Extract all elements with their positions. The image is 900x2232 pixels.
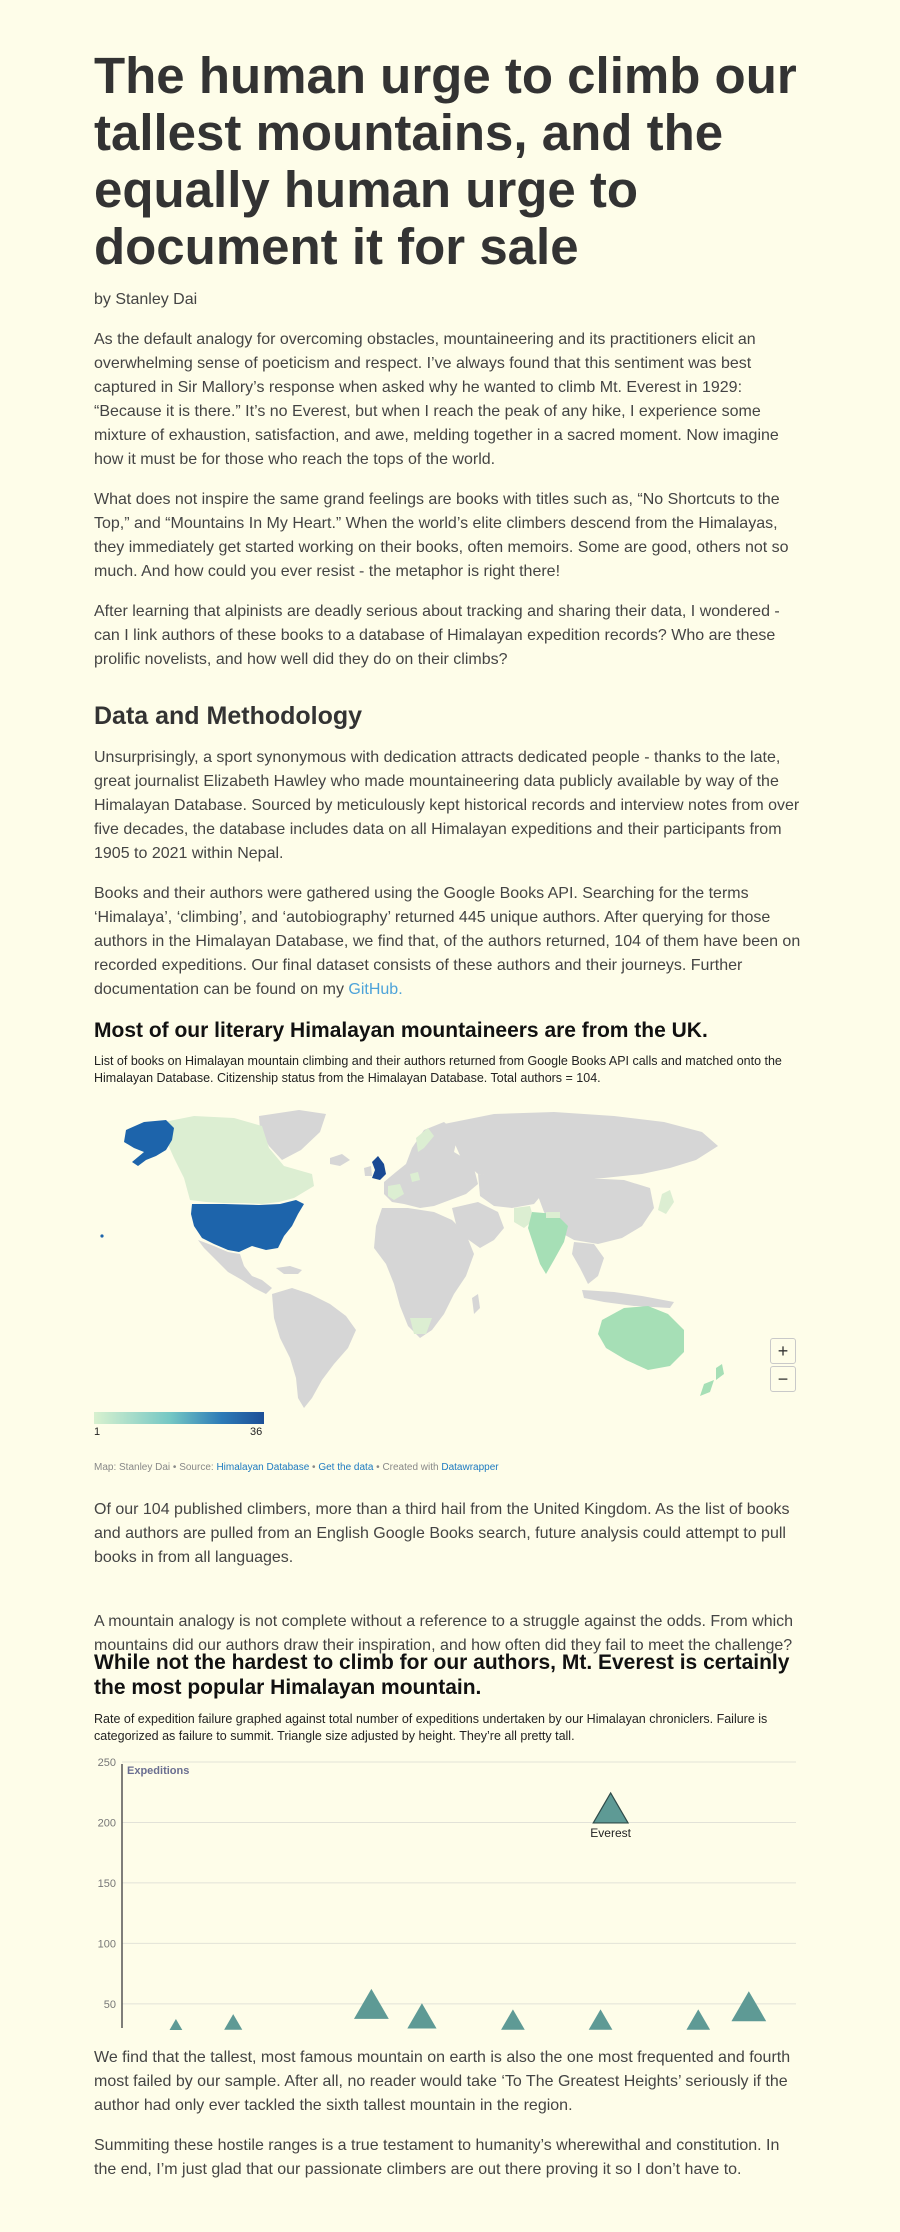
- region-central-asia[interactable]: [478, 1174, 544, 1208]
- world-map-svg: [100, 1110, 724, 1408]
- data-point[interactable]: [224, 2014, 243, 2030]
- country-south-africa-light: [410, 1318, 432, 1334]
- country-india[interactable]: [528, 1212, 568, 1274]
- data-point[interactable]: [168, 2018, 183, 2030]
- conclusion-paragraph-2: Summiting these hostile ranges is a true…: [94, 2137, 780, 2178]
- country-new-zealand[interactable]: [716, 1364, 724, 1380]
- map-title: Most of our literary Himalayan mountaine…: [94, 1019, 708, 1042]
- country-united-kingdom[interactable]: [372, 1156, 386, 1180]
- article-title: The human urge to climb our tallest moun…: [94, 47, 797, 275]
- country-alaska[interactable]: [124, 1120, 174, 1166]
- datawrapper-link[interactable]: Datawrapper: [441, 1462, 499, 1473]
- data-point[interactable]: [731, 1991, 767, 2022]
- source-link[interactable]: Himalayan Database: [216, 1462, 310, 1473]
- legend-min-label: 1: [94, 1426, 101, 1438]
- country-canada[interactable]: [164, 1116, 314, 1204]
- country-japan-light: [658, 1190, 674, 1214]
- continent-south-america[interactable]: [272, 1288, 356, 1408]
- methodology-paragraph-2: Books and their authors were gathered us…: [94, 882, 806, 1002]
- region-europe[interactable]: [384, 1122, 478, 1208]
- region-caribbean: [276, 1266, 302, 1274]
- intro-paragraph-3: After learning that alpinists are deadly…: [94, 603, 780, 668]
- scatter-description: Rate of expedition failure graphed again…: [94, 1712, 768, 1743]
- country-united-states[interactable]: [191, 1200, 304, 1252]
- zoom-out-button[interactable]: −: [770, 1366, 796, 1392]
- data-point[interactable]: [407, 2003, 437, 2029]
- country-norway-light: [416, 1128, 434, 1152]
- continent-africa[interactable]: [374, 1208, 474, 1338]
- scatter-title: While not the hardest to climb for our a…: [94, 1651, 790, 1699]
- map-source-line: Map: Stanley Dai • Source: Himalayan Dat…: [94, 1462, 499, 1473]
- region-madagascar: [472, 1294, 480, 1314]
- created-prefix: • Created with: [373, 1462, 442, 1473]
- country-russia[interactable]: [444, 1112, 718, 1180]
- data-point[interactable]: [353, 1988, 389, 2019]
- country-mexico[interactable]: [198, 1240, 272, 1294]
- y-tick-label: 150: [98, 1878, 116, 1890]
- country-france-light: [388, 1184, 404, 1200]
- map-legend-gradient: [94, 1412, 264, 1424]
- zoom-in-button[interactable]: +: [770, 1338, 796, 1364]
- legend-max-label: 36: [250, 1426, 263, 1438]
- country-switzerland-light: [410, 1172, 420, 1182]
- annotation-label: Everest: [590, 1826, 631, 1840]
- y-axis-label: Expeditions: [127, 1765, 189, 1777]
- country-nepal: [546, 1212, 560, 1218]
- country-hawaii: [100, 1234, 104, 1238]
- map-description: List of books on Himalayan mountain clim…: [94, 1054, 782, 1085]
- data-point-everest[interactable]: [592, 1791, 630, 1824]
- world-choropleth-map[interactable]: + −: [94, 1108, 806, 1408]
- country-new-zealand-south: [700, 1380, 714, 1396]
- region-southeast-asia[interactable]: [572, 1242, 604, 1284]
- byline: by Stanley Dai: [94, 291, 198, 308]
- methodology-heading: Data and Methodology: [94, 702, 363, 730]
- source-prefix: Map: Stanley Dai • Source:: [94, 1462, 217, 1473]
- after-map-paragraph-1: Of our 104 published climbers, more than…: [94, 1501, 790, 1566]
- data-point[interactable]: [686, 2009, 711, 2030]
- conclusion-paragraph-1: We find that the tallest, most famous mo…: [94, 2049, 791, 2114]
- country-australia[interactable]: [598, 1306, 684, 1370]
- github-link[interactable]: GitHub.: [348, 981, 403, 998]
- intro-paragraph-1: As the default analogy for overcoming ob…: [94, 331, 779, 468]
- country-greenland[interactable]: [259, 1110, 326, 1160]
- source-separator: •: [309, 1462, 319, 1473]
- intro-paragraph-2: What does not inspire the same grand fee…: [94, 491, 789, 580]
- data-point[interactable]: [501, 2009, 525, 2030]
- y-tick-label: 200: [98, 1817, 116, 1829]
- get-data-link[interactable]: Get the data: [318, 1462, 374, 1473]
- region-indonesia: [582, 1290, 674, 1308]
- country-ireland: [364, 1166, 372, 1176]
- data-point[interactable]: [588, 2009, 613, 2030]
- y-tick-label: 100: [98, 1938, 116, 1950]
- methodology-paragraph-1: Unsurprisingly, a sport synonymous with …: [94, 749, 800, 862]
- methodology-paragraph-2-text: Books and their authors were gathered us…: [94, 885, 801, 998]
- country-iceland: [330, 1154, 350, 1166]
- y-tick-label: 50: [104, 1999, 116, 2011]
- after-map-paragraph-2: A mountain analogy is not complete witho…: [94, 1613, 794, 1654]
- country-pakistan-light: [514, 1206, 534, 1228]
- region-middle-east[interactable]: [452, 1202, 504, 1248]
- y-tick-label: 250: [98, 1757, 116, 1769]
- expeditions-scatter-chart: 50 100 150 200 250 Expeditions Everest: [98, 1757, 796, 2030]
